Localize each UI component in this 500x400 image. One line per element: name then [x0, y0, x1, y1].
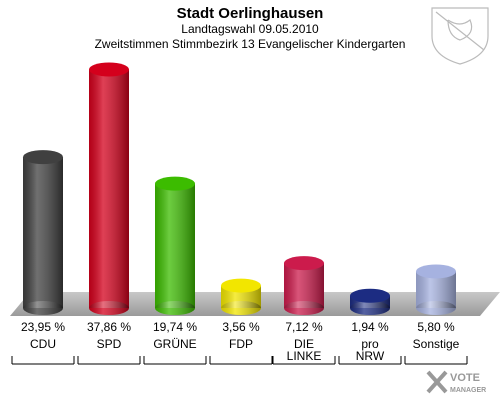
- x-tick-label: GRÜNE: [153, 337, 197, 351]
- x-tick-label: SPD: [96, 337, 122, 351]
- logo-text: MANAGER: [450, 387, 486, 394]
- bar-shade: [350, 301, 390, 315]
- value-label: 37,86 %: [86, 320, 132, 334]
- bar-shade: [23, 301, 63, 315]
- bar-shade: [89, 301, 129, 315]
- coat-of-arms: [431, 7, 489, 65]
- bar-shade: [221, 301, 261, 315]
- bar-top: [416, 264, 456, 279]
- value-label: 3,56 %: [222, 320, 260, 334]
- value-label: 19,74 %: [152, 320, 198, 334]
- vote-manager-logo: VOTE MANAGER: [426, 370, 486, 394]
- bar-shade: [89, 69, 129, 309]
- x-tick-label: CDU: [30, 337, 56, 351]
- value-label: 1,94 %: [351, 320, 389, 334]
- bar-top: [155, 176, 195, 191]
- bar-top: [89, 62, 129, 77]
- bar-top: [23, 150, 63, 165]
- bar-top: [350, 288, 390, 303]
- logo-text: VOTE: [450, 372, 480, 384]
- x-tick-label: FDP: [229, 337, 253, 351]
- bar-shade: [284, 263, 324, 308]
- bar-shade: [155, 301, 195, 315]
- x-tick-label: DIE LINKE: [286, 337, 322, 363]
- value-label: 23,95 %: [20, 320, 66, 334]
- bar-top: [284, 256, 324, 271]
- bar-shade: [416, 301, 456, 315]
- bar-shade: [284, 301, 324, 315]
- x-tick-label: pro NRW: [355, 337, 385, 363]
- bar-shade: [23, 157, 63, 308]
- chart-title: Stadt Oerlinghausen: [177, 5, 324, 22]
- bar-shade: [155, 183, 195, 308]
- x-tick-label: Sonstige: [412, 337, 460, 351]
- chart-description: Zweitstimmen Stimmbezirk 13 Evangelische…: [95, 37, 406, 51]
- value-label: 7,12 %: [285, 320, 323, 334]
- bar-top: [221, 278, 261, 293]
- chart-subtitle: Landtagswahl 09.05.2010: [181, 22, 319, 36]
- value-label: 5,80 %: [417, 320, 455, 334]
